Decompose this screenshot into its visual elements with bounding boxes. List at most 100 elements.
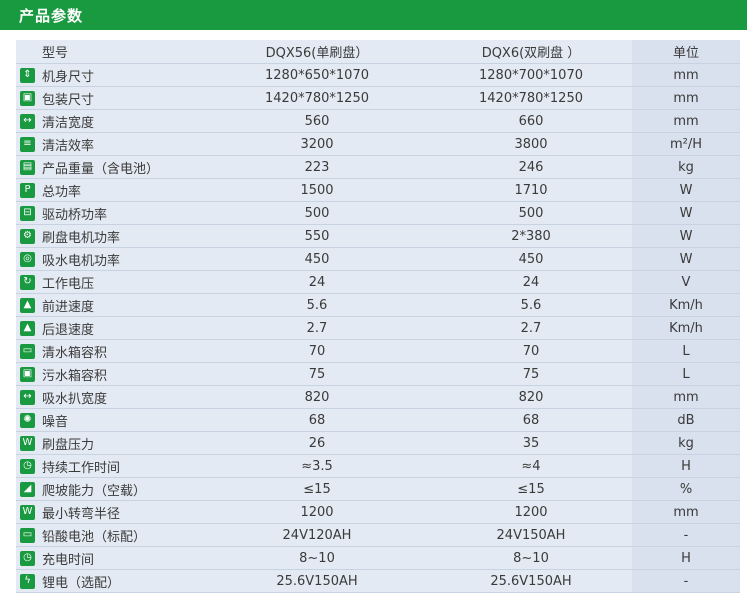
row-label: ↻ 工作电压 <box>16 273 204 292</box>
row-label: ▭ 铅酸电池（标配） <box>16 526 204 545</box>
table-row: W 最小转弯半径 1200 1200 mm <box>16 501 740 524</box>
value-unit: - <box>632 524 740 546</box>
width-icon: ↔ <box>20 113 35 129</box>
value-unit: kg <box>632 156 740 178</box>
height-icon: ⇕ <box>20 67 35 83</box>
gradeability-icon: ◢ <box>20 481 35 497</box>
row-label: ◢ 爬坡能力（空载） <box>16 480 204 499</box>
value-dqx6: 68 <box>522 412 540 428</box>
value-dqx6: 8~10 <box>513 550 549 566</box>
turning-radius-icon: W <box>20 504 35 520</box>
value-dqx6: 70 <box>522 343 540 359</box>
weight-icon: ▤ <box>20 159 35 175</box>
table-body: ⇕ 机身尺寸 1280*650*1070 1280*700*1070 mm ▣ 包装尺寸 14… <box>16 64 740 593</box>
value-dqx6: 2.7 <box>520 320 542 336</box>
table-header-row: 型号 DQX56(单刷盘） DQX6(双刷盘 ） 单位 <box>16 40 740 64</box>
value-dqx56: 25.6V150AH <box>276 573 358 589</box>
row-label: ↔ 清洁宽度 <box>16 112 204 131</box>
row-label: W 刷盘压力 <box>16 434 204 453</box>
table-row: ◷ 持续工作时间 ≈3.5 ≈4 H <box>16 455 740 478</box>
value-dqx56: 1200 <box>300 504 334 520</box>
row-label-text: 后退速度 <box>42 322 95 338</box>
row-label-text: 机身尺寸 <box>42 69 95 85</box>
value-unit: W <box>632 202 740 224</box>
reverse-speed-icon: ▲ <box>20 320 35 336</box>
value-dqx56: 1280*650*1070 <box>265 67 369 83</box>
value-unit: - <box>632 570 740 592</box>
value-unit: kg <box>632 432 740 454</box>
value-unit: mm <box>632 64 740 86</box>
value-dqx6: 1710 <box>514 182 548 198</box>
row-label-text: 最小转弯半径 <box>42 506 121 522</box>
table-row: ▲ 前进速度 5.6 5.6 Km/h <box>16 294 740 317</box>
value-dqx56: 24V120AH <box>282 527 352 543</box>
value-unit: L <box>632 340 740 362</box>
lead-acid-battery-icon: ▭ <box>20 527 35 543</box>
header-dqx6: DQX6(双刷盘 ） <box>481 46 581 61</box>
brush-pressure-icon: W <box>20 435 35 451</box>
value-dqx56: 560 <box>304 113 330 129</box>
table-row: ◎ 吸水电机功率 450 450 W <box>16 248 740 271</box>
value-dqx56: 1500 <box>300 182 334 198</box>
table-row: ↔ 清洁宽度 560 660 mm <box>16 110 740 133</box>
value-dqx6: ≈4 <box>521 458 541 474</box>
table-row: ▭ 清水箱容积 70 70 L <box>16 340 740 363</box>
row-label: ▣ 包装尺寸 <box>16 89 204 108</box>
row-label-text: 刷盘电机功率 <box>42 230 121 246</box>
header-unit: 单位 <box>632 40 740 63</box>
row-label: ↔ 吸水扒宽度 <box>16 388 204 407</box>
value-dqx6: 1420*780*1250 <box>479 90 583 106</box>
row-label: ◷ 充电时间 <box>16 549 204 568</box>
value-dqx6: 3800 <box>514 136 548 152</box>
value-dqx56: 223 <box>304 159 330 175</box>
value-dqx6: 450 <box>518 251 544 267</box>
value-unit: % <box>632 478 740 500</box>
row-label-text: 刷盘压力 <box>42 437 95 453</box>
table-row: ↻ 工作电压 24 24 V <box>16 271 740 294</box>
table-row: ϟ 锂电（选配） 25.6V150AH 25.6V150AH - <box>16 570 740 593</box>
row-label-text: 锂电（选配） <box>42 575 121 591</box>
row-label-text: 清水箱容积 <box>42 345 108 361</box>
package-icon: ▣ <box>20 90 35 106</box>
efficiency-icon: ≡ <box>20 136 35 152</box>
row-label-text: 工作电压 <box>42 276 95 292</box>
table-row: ▤ 产品重量（含电池） 223 246 kg <box>16 156 740 179</box>
value-unit: Km/h <box>632 317 740 339</box>
value-unit: mm <box>632 501 740 523</box>
row-label-text: 污水箱容积 <box>42 368 108 384</box>
header-model: 型号 <box>42 46 69 61</box>
header-dqx56: DQX56(单刷盘） <box>265 46 369 61</box>
table-row: ⚙ 刷盘电机功率 550 2*380 W <box>16 225 740 248</box>
suction-motor-icon: ◎ <box>20 251 35 267</box>
row-label-text: 吸水电机功率 <box>42 253 121 269</box>
value-dqx56: 820 <box>304 389 330 405</box>
row-label: ≡ 清洁效率 <box>16 135 204 154</box>
value-dqx6: 5.6 <box>520 297 542 313</box>
row-label-text: 铅酸电池（标配） <box>42 529 147 545</box>
row-label: ▲ 前进速度 <box>16 296 204 315</box>
runtime-icon: ◷ <box>20 458 35 474</box>
value-dqx56: 2.7 <box>306 320 328 336</box>
value-dqx6: 75 <box>522 366 540 382</box>
value-unit: V <box>632 271 740 293</box>
table-row: ◢ 爬坡能力（空载） ≤15 ≤15% <box>16 478 740 501</box>
table-row: ▣ 污水箱容积 75 75 L <box>16 363 740 386</box>
value-dqx6: 24V150AH <box>496 527 566 543</box>
value-dqx56: 75 <box>308 366 326 382</box>
value-dqx6: 820 <box>518 389 544 405</box>
value-dqx6: ≤15 <box>517 481 545 497</box>
value-dqx56: 1420*780*1250 <box>265 90 369 106</box>
row-label-text: 驱动桥功率 <box>42 207 108 223</box>
value-unit: Km/h <box>632 294 740 316</box>
drive-axle-icon: ⊟ <box>20 205 35 221</box>
row-label-text: 总功率 <box>42 184 82 200</box>
row-label: ⚙ 刷盘电机功率 <box>16 227 204 246</box>
table-row: ⊟ 驱动桥功率 500 500 W <box>16 202 740 225</box>
value-unit: H <box>632 455 740 477</box>
value-dqx6: 1280*700*1070 <box>479 67 583 83</box>
row-label: ▣ 污水箱容积 <box>16 365 204 384</box>
value-unit: W <box>632 179 740 201</box>
charge-time-icon: ◷ <box>20 550 35 566</box>
value-dqx56: 24 <box>308 274 326 290</box>
row-label-text: 产品重量（含电池） <box>42 161 160 177</box>
